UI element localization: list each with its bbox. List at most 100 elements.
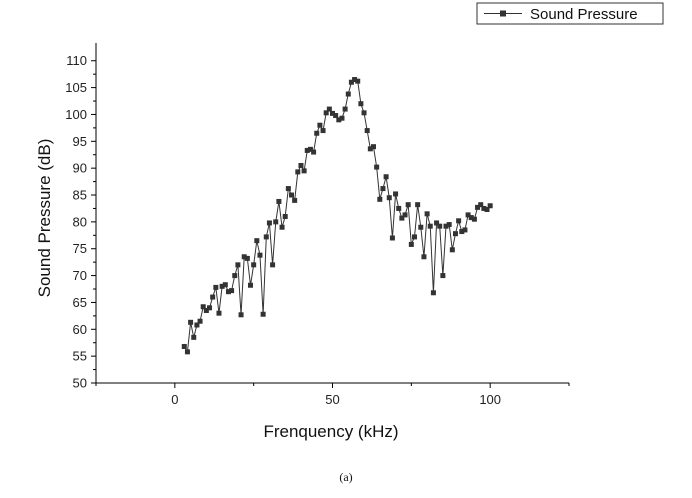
data-point (415, 202, 421, 208)
data-point (254, 238, 260, 244)
data-point (276, 198, 282, 204)
y-tick-label: 80 (73, 214, 87, 229)
legend-marker-icon (500, 10, 506, 17)
data-point (330, 110, 335, 116)
data-point (336, 117, 342, 123)
data-point (465, 212, 471, 218)
data-point (333, 113, 339, 119)
data-point (377, 196, 383, 202)
data-point (260, 311, 266, 317)
data-point (434, 220, 440, 226)
data-point (181, 343, 187, 349)
x-ticks: 0 50 100 (95, 383, 570, 407)
data-point (298, 162, 304, 168)
data-point (279, 224, 285, 230)
data-point (358, 101, 364, 107)
data-point (248, 282, 254, 288)
data-point (207, 305, 213, 311)
data-point (386, 195, 392, 201)
data-point (263, 234, 269, 240)
data-point (184, 349, 190, 355)
data-point (446, 222, 452, 228)
data-point (311, 149, 317, 155)
data-point (430, 290, 436, 296)
data-point (459, 229, 465, 235)
data-point (216, 310, 222, 316)
data-point (402, 212, 408, 218)
data-point (367, 146, 373, 152)
x-axis-title: Frenquency (kHz) (263, 422, 398, 441)
data-point (468, 215, 474, 221)
plot-area: 0 50 100 50 55 60 65 70 75 80 85 90 95 100 105 110 (65, 43, 570, 407)
data-point (292, 197, 298, 203)
data-point (244, 255, 250, 261)
data-point (285, 186, 291, 192)
data-point (389, 235, 395, 241)
data-point (219, 283, 225, 289)
data-point (380, 186, 386, 192)
data-point (222, 282, 228, 288)
figure-caption: (a) (339, 470, 352, 484)
data-point (295, 169, 301, 175)
y-tick-label: 110 (66, 53, 87, 68)
data-point (370, 144, 376, 150)
data-point (257, 252, 263, 258)
data-point (374, 164, 380, 170)
legend-box (476, 2, 664, 25)
data-point (197, 318, 203, 324)
y-tick-label: 85 (73, 188, 87, 203)
data-point (418, 224, 424, 230)
data-point (475, 204, 481, 210)
data-point (421, 254, 427, 260)
data-point (411, 234, 417, 240)
data-point (317, 122, 323, 128)
data-point (251, 262, 257, 268)
data-point (225, 289, 231, 295)
data-point (399, 215, 405, 221)
data-point (440, 273, 446, 279)
x-tick-label: 0 (171, 392, 178, 407)
data-point (232, 273, 238, 279)
data-point (462, 227, 468, 233)
data-point (437, 223, 443, 229)
series-layer (181, 77, 493, 355)
y-tick-label: 50 (73, 376, 87, 391)
data-point (471, 216, 477, 222)
y-tick-label: 75 (73, 241, 87, 256)
y-tick-label: 100 (65, 107, 87, 122)
data-point (282, 214, 288, 219)
data-point (361, 110, 367, 116)
data-point (235, 262, 241, 268)
data-point (270, 262, 276, 268)
data-point (266, 220, 272, 226)
x-tick-label: 50 (325, 392, 339, 407)
data-point (364, 128, 370, 134)
data-point (301, 168, 307, 174)
y-tick-label: 105 (65, 80, 87, 95)
data-point (396, 205, 402, 211)
data-point (452, 231, 458, 237)
y-tick-label: 70 (73, 268, 87, 283)
y-ticks: 50 55 60 65 70 75 80 85 90 95 100 105 110 (65, 53, 96, 391)
data-point (424, 211, 430, 217)
data-point (443, 223, 449, 229)
y-tick-label: 60 (73, 322, 87, 337)
data-point (345, 91, 351, 97)
data-point (203, 307, 209, 313)
data-point (484, 207, 490, 213)
data-point (408, 241, 414, 247)
data-point (191, 334, 197, 340)
data-point (478, 202, 484, 208)
data-point (348, 79, 354, 85)
y-tick-label: 90 (73, 161, 87, 176)
y-tick-label: 55 (73, 349, 87, 364)
data-point (323, 110, 329, 116)
data-point (481, 205, 487, 211)
x-tick-label: 100 (479, 392, 501, 407)
data-point (238, 312, 244, 318)
data-point (383, 174, 389, 180)
data-point (241, 254, 247, 260)
data-point (213, 284, 219, 290)
y-tick-label: 65 (73, 295, 87, 310)
